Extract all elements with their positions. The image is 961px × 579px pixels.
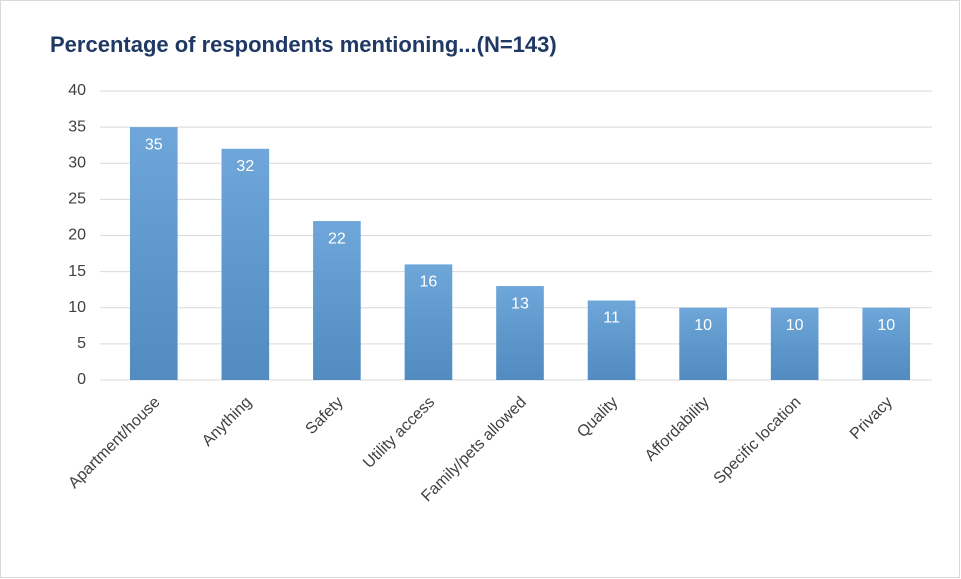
y-tick-label: 30 [68, 154, 86, 171]
data-label: 11 [603, 310, 620, 327]
chart-title: Percentage of respondents mentioning...(… [50, 32, 557, 57]
data-label: 13 [511, 295, 529, 312]
data-label: 16 [420, 274, 438, 291]
y-tick-label: 15 [68, 263, 86, 280]
bar-shade [404, 264, 453, 380]
bar-shade [770, 307, 819, 380]
y-tick-label: 5 [77, 335, 86, 352]
y-tick-label: 25 [68, 191, 86, 208]
bar-shade [129, 127, 178, 380]
data-label: 22 [328, 230, 346, 247]
data-label: 10 [694, 317, 712, 334]
y-tick-label: 20 [68, 227, 86, 244]
bar-shade [496, 286, 544, 380]
y-tick-label: 40 [68, 82, 86, 99]
bar-shade [221, 148, 270, 380]
data-label: 35 [145, 136, 163, 153]
bar-shade [313, 221, 361, 380]
y-tick-label: 0 [77, 371, 86, 388]
data-label: 32 [236, 158, 254, 175]
bar-shade [679, 307, 727, 380]
data-label: 10 [877, 317, 895, 334]
y-tick-label: 10 [68, 299, 86, 316]
data-label: 10 [786, 317, 804, 334]
y-tick-label: 35 [68, 118, 86, 135]
bar-shade [587, 300, 636, 380]
bar-shade [862, 307, 911, 380]
